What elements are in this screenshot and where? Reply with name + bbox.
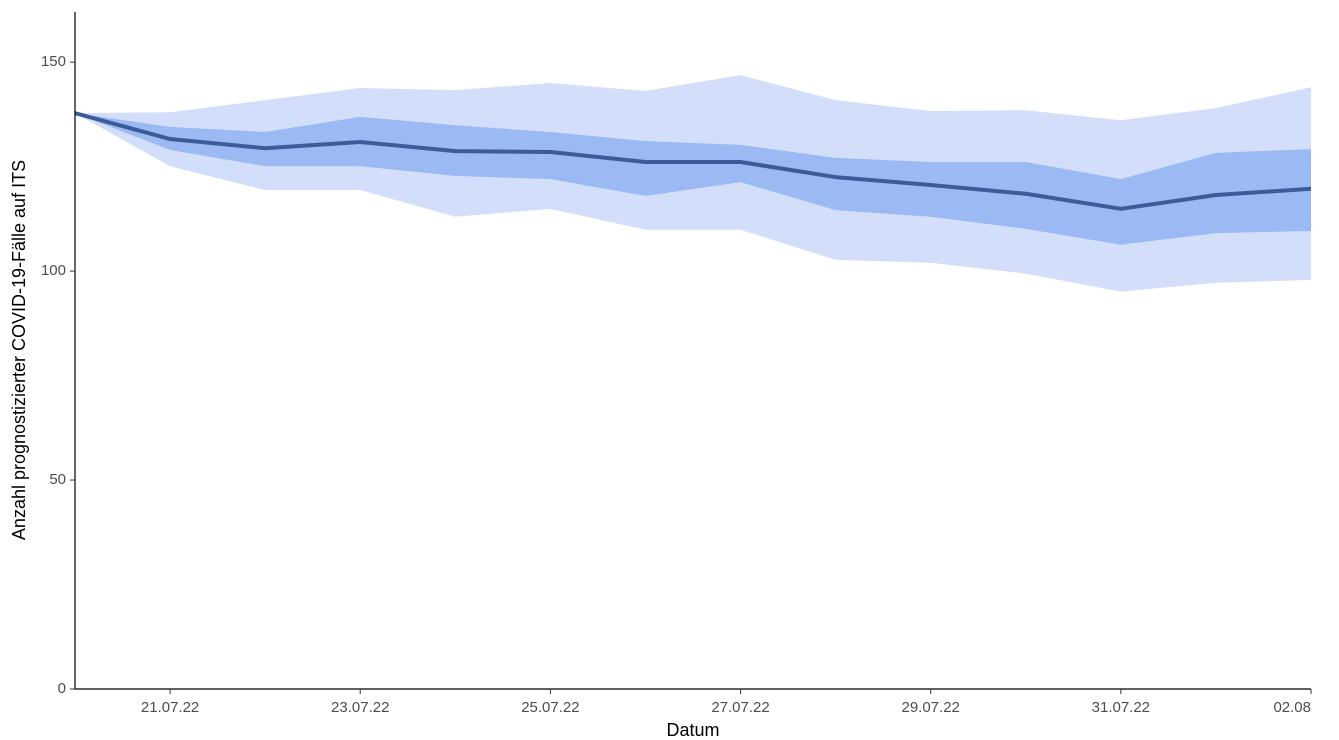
- line: [74, 111, 1312, 211]
- x-axis-title: Datum: [666, 720, 719, 740]
- y-tick-label: 100: [41, 262, 66, 279]
- x-tick-label: 31.07.22: [1092, 699, 1150, 716]
- x-tick-label: 29.07.22: [901, 699, 959, 716]
- x-tick-label: 23.07.22: [331, 699, 389, 716]
- x-tick-label: 02.08: [1273, 699, 1311, 716]
- y-tick-label: 50: [49, 471, 66, 488]
- x-tick-label: 27.07.22: [711, 699, 769, 716]
- y-tick-label: 150: [41, 53, 66, 70]
- x-tick-label: 21.07.22: [141, 699, 199, 716]
- x-tick-label: 25.07.22: [521, 699, 579, 716]
- y-axis-title: Anzahl prognostizierter COVID-19-Fälle a…: [9, 160, 29, 540]
- y-tick-label: 0: [58, 680, 66, 697]
